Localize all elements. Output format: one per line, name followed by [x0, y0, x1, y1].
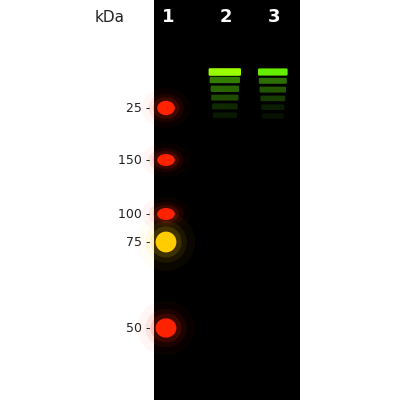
Ellipse shape — [148, 202, 184, 226]
FancyBboxPatch shape — [259, 78, 287, 84]
Text: 100 -: 100 - — [118, 208, 150, 220]
FancyBboxPatch shape — [262, 114, 284, 119]
Ellipse shape — [145, 221, 187, 263]
Ellipse shape — [153, 205, 179, 223]
FancyBboxPatch shape — [211, 94, 238, 100]
FancyBboxPatch shape — [258, 68, 288, 76]
FancyBboxPatch shape — [260, 96, 285, 101]
Text: 25 -: 25 - — [126, 102, 150, 114]
Bar — [154, 0, 300, 400]
Ellipse shape — [153, 97, 179, 119]
Text: kDa: kDa — [95, 10, 125, 25]
Text: 3: 3 — [268, 8, 280, 26]
FancyBboxPatch shape — [261, 104, 284, 110]
Text: 150 -: 150 - — [118, 154, 150, 166]
FancyBboxPatch shape — [211, 86, 239, 92]
FancyBboxPatch shape — [212, 103, 238, 109]
Ellipse shape — [148, 94, 184, 122]
Text: 50 -: 50 - — [126, 322, 150, 334]
Text: 1: 1 — [162, 8, 174, 26]
Ellipse shape — [150, 314, 182, 342]
Ellipse shape — [148, 148, 184, 172]
FancyBboxPatch shape — [209, 68, 241, 76]
Ellipse shape — [157, 154, 175, 166]
FancyBboxPatch shape — [210, 77, 240, 83]
Ellipse shape — [145, 309, 187, 347]
Text: 75 -: 75 - — [126, 236, 150, 248]
Ellipse shape — [150, 226, 182, 258]
Ellipse shape — [156, 232, 176, 252]
FancyBboxPatch shape — [260, 86, 286, 92]
Text: 2: 2 — [220, 8, 232, 26]
Ellipse shape — [157, 101, 175, 115]
FancyBboxPatch shape — [213, 112, 237, 118]
Ellipse shape — [157, 208, 175, 220]
Ellipse shape — [156, 318, 176, 338]
Ellipse shape — [153, 151, 179, 169]
